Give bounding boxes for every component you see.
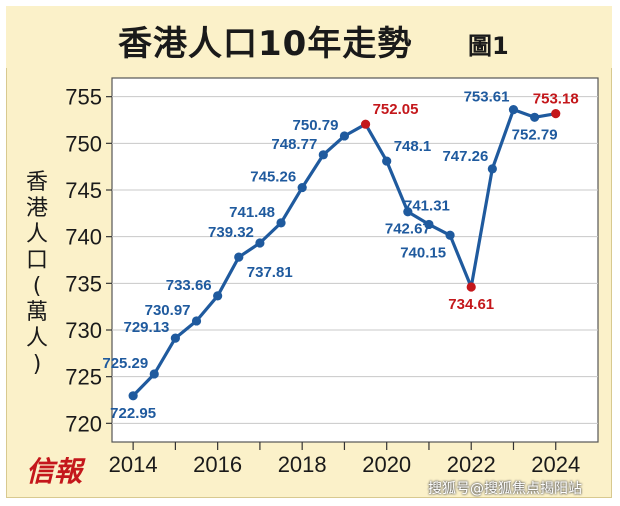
data-label: 741.48 [229,204,275,221]
data-label: 733.66 [166,277,212,294]
data-point [276,218,286,228]
data-point [424,219,434,230]
data-label: 734.61 [448,296,494,313]
x-tick-label: 2024 [531,452,580,477]
y-axis-label-char: 人 [25,326,48,351]
data-label: 747.26 [442,148,488,165]
x-tick-label: 2020 [362,452,411,477]
x-tick-label: 2016 [193,452,242,477]
data-label: 739.32 [208,224,254,241]
y-tick-label: 755 [65,85,102,110]
data-label: 752.79 [512,126,558,143]
data-point [382,156,392,166]
y-tick-label: 730 [65,318,102,343]
data-point [149,369,159,379]
data-label: 750.79 [293,117,339,134]
data-label: 752.05 [373,101,419,118]
y-axis-label-char: 港 [25,196,48,221]
data-label: 725.29 [102,355,148,372]
data-point [360,119,371,129]
y-tick-label: 740 [65,225,102,250]
y-axis-label-char: 口 [25,248,48,273]
watermark: 搜狐号@搜狐焦点揭阳站 [428,481,582,497]
data-point [234,252,244,262]
data-label: 729.13 [124,319,170,336]
data-point [551,109,561,119]
y-axis-label: 香 港 人 口 ( 萬 人 ) [22,170,52,378]
y-axis-label-char: 人 [25,222,48,247]
data-label: 753.18 [533,91,579,108]
data-label: 740.15 [400,244,446,261]
y-axis-label-char: ) [32,352,42,377]
newspaper-logo: 信報 [26,455,83,488]
data-label: 748.1 [394,138,432,155]
data-point [487,164,497,174]
data-label: 722.95 [110,405,156,422]
x-tick-label: 2014 [109,452,158,477]
data-point [508,105,519,115]
data-label: 741.31 [404,197,450,214]
data-point [255,238,265,248]
y-tick-label: 725 [65,365,102,390]
title-box: 香港人口10年走勢 圖1 [6,6,612,68]
y-axis-label-char: ( [32,274,42,299]
chart-title: 香港人口10年走勢 [118,24,413,64]
data-label: 742.67 [385,221,431,238]
data-point [191,316,202,326]
data-label: 748.77 [271,136,317,153]
y-tick-label: 750 [65,131,102,156]
data-label: 745.26 [250,169,296,186]
y-axis-label-char: 萬 [25,300,48,325]
x-tick-label: 2018 [278,452,327,477]
data-label: 730.97 [145,302,191,319]
data-point [466,282,476,292]
y-axis-label-char: 香 [25,170,48,195]
data-point [445,230,455,240]
data-point [297,182,307,193]
data-point [403,207,413,217]
data-point [339,131,350,141]
data-point [170,333,180,343]
data-point [318,150,328,160]
data-point [128,391,138,401]
data-label: 737.81 [247,264,293,281]
y-tick-label: 720 [65,411,102,436]
x-tick-label: 2022 [447,452,496,477]
data-label: 753.61 [464,89,510,106]
data-point [213,291,223,301]
y-tick-label: 735 [65,271,102,296]
figure-number: 圖1 [468,32,509,60]
y-tick-label: 745 [65,178,102,203]
plot-area [111,77,599,443]
data-point [530,112,540,122]
